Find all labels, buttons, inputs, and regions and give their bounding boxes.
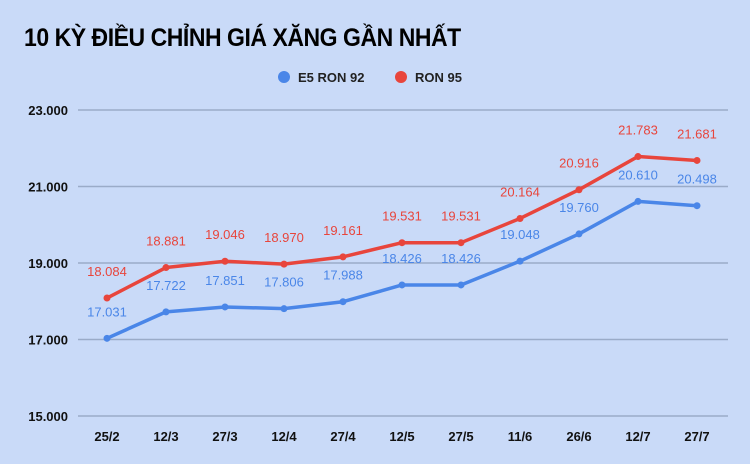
data-label: 19.760 <box>559 200 599 215</box>
data-point <box>339 253 347 261</box>
data-label: 20.164 <box>500 184 540 199</box>
data-label: 19.531 <box>441 209 481 224</box>
data-label: 18.084 <box>87 264 127 279</box>
x-tick-label: 12/4 <box>271 429 297 444</box>
data-point <box>398 239 406 247</box>
y-tick-label: 17.000 <box>28 333 68 348</box>
data-point <box>634 197 642 205</box>
data-point <box>103 334 111 342</box>
chart-title: 10 KỲ ĐIỀU CHỈNH GIÁ XĂNG GẦN NHẤT <box>24 24 461 52</box>
data-point <box>575 186 583 194</box>
legend-label: RON 95 <box>415 70 462 85</box>
data-label: 20.498 <box>677 172 717 187</box>
data-label: 18.426 <box>441 251 481 266</box>
x-tick-label: 27/7 <box>684 429 709 444</box>
data-point <box>516 257 524 265</box>
data-point <box>280 305 288 313</box>
data-point <box>575 230 583 238</box>
data-point <box>339 298 347 306</box>
data-label: 20.916 <box>559 156 599 171</box>
data-label: 17.988 <box>323 268 363 283</box>
data-label: 18.426 <box>382 251 422 266</box>
y-tick-label: 21.000 <box>28 180 68 195</box>
data-label: 17.031 <box>87 304 127 319</box>
data-label: 19.531 <box>382 209 422 224</box>
x-tick-label: 26/6 <box>566 429 591 444</box>
data-label: 19.048 <box>500 227 540 242</box>
legend-marker <box>395 71 407 83</box>
data-label: 19.046 <box>205 227 245 242</box>
data-label: 17.722 <box>146 278 186 293</box>
data-point <box>162 308 170 316</box>
data-point <box>693 156 701 164</box>
x-tick-label: 27/3 <box>212 429 237 444</box>
x-tick-label: 12/3 <box>153 429 178 444</box>
data-point <box>516 214 524 222</box>
data-point <box>398 281 406 289</box>
x-tick-label: 12/5 <box>389 429 414 444</box>
data-point <box>221 303 229 311</box>
data-point <box>457 281 465 289</box>
data-label: 18.970 <box>264 230 304 245</box>
data-label: 20.610 <box>618 167 658 182</box>
x-tick-label: 12/7 <box>625 429 650 444</box>
x-tick-label: 27/4 <box>330 429 356 444</box>
data-label: 21.681 <box>677 126 717 141</box>
y-tick-label: 15.000 <box>28 409 68 424</box>
series-line <box>106 154 698 300</box>
legend-label: E5 RON 92 <box>298 70 364 85</box>
data-point <box>634 153 642 161</box>
data-label: 18.881 <box>146 234 186 249</box>
data-point <box>221 257 229 265</box>
legend-marker <box>278 71 290 83</box>
data-point <box>457 239 465 247</box>
x-tick-label: 11/6 <box>508 429 533 444</box>
data-label: 19.161 <box>323 223 363 238</box>
data-label: 21.783 <box>618 123 658 138</box>
data-label: 17.806 <box>264 275 304 290</box>
x-tick-label: 25/2 <box>94 429 119 444</box>
data-point <box>162 264 170 272</box>
data-label: 17.851 <box>205 273 245 288</box>
y-tick-label: 23.000 <box>28 103 68 118</box>
data-point <box>280 260 288 268</box>
data-point <box>693 202 701 210</box>
data-point <box>103 294 111 302</box>
x-tick-label: 27/5 <box>448 429 473 444</box>
y-tick-label: 19.000 <box>28 256 68 271</box>
